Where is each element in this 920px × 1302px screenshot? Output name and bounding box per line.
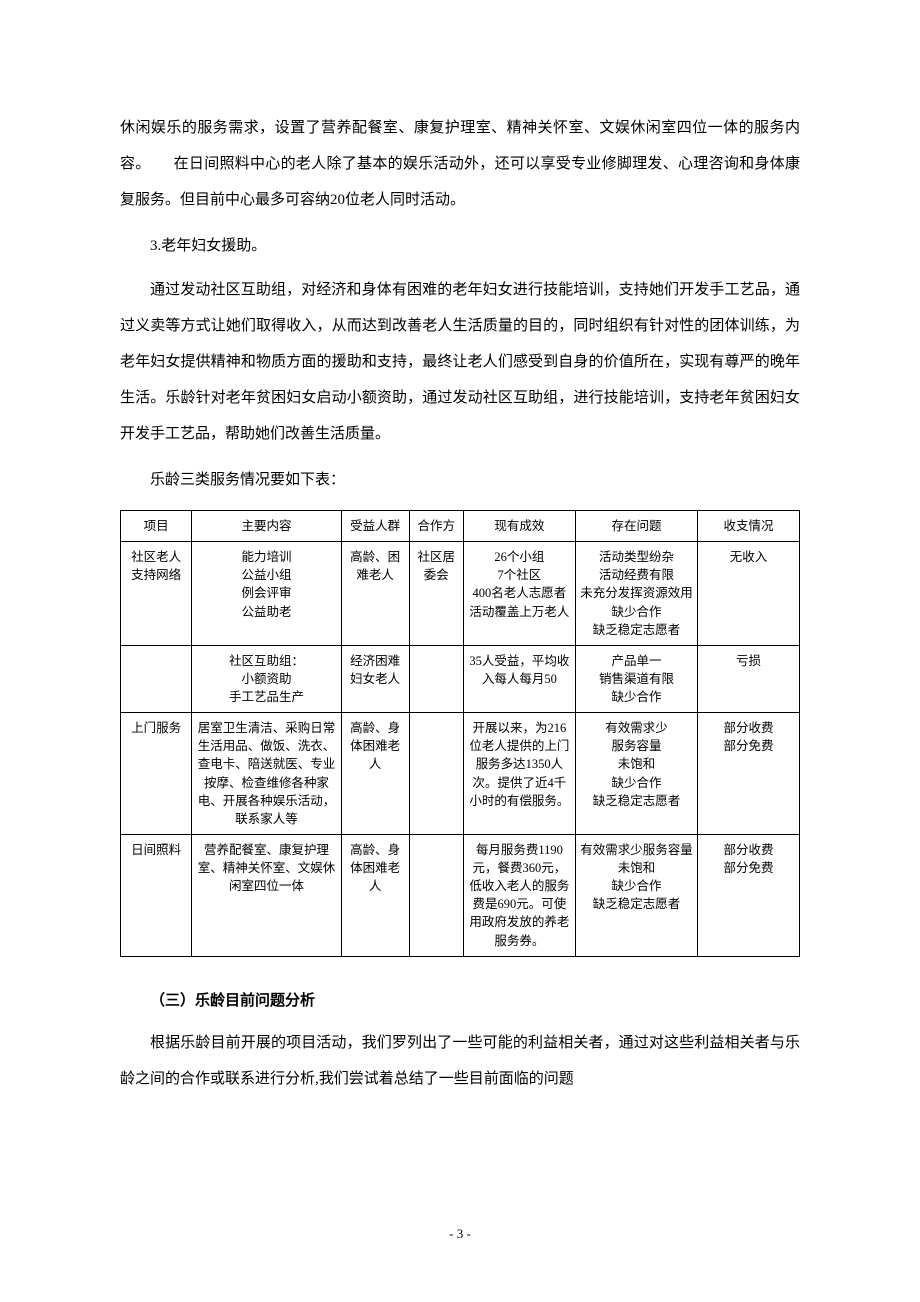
cell: 社区居委会 xyxy=(409,542,463,646)
cell xyxy=(409,834,463,956)
cell: 社区互助组：小额资助手工艺品生产 xyxy=(192,645,341,712)
cell: 亏损 xyxy=(698,645,800,712)
cell: 部分收费部分免费 xyxy=(698,713,800,835)
th-partner: 合作方 xyxy=(409,511,463,542)
cell xyxy=(409,713,463,835)
cell: 35人受益，平均收入每人每月50 xyxy=(463,645,575,712)
th-effect: 现有成效 xyxy=(463,511,575,542)
cell: 26个小组7个社区400名老人志愿者活动覆盖上万老人 xyxy=(463,542,575,646)
table-row: 社区互助组：小额资助手工艺品生产 经济困难妇女老人 35人受益，平均收入每人每月… xyxy=(121,645,800,712)
cell: 高龄、困难老人 xyxy=(341,542,409,646)
paragraph-4: 根据乐龄目前开展的项目活动，我们罗列出了一些可能的利益相关者，通过对这些利益相关… xyxy=(120,1025,800,1097)
cell xyxy=(409,645,463,712)
th-content: 主要内容 xyxy=(192,511,341,542)
th-project: 项目 xyxy=(121,511,192,542)
cell: 社区老人支持网络 xyxy=(121,542,192,646)
cell: 高龄、身体困难老人 xyxy=(341,713,409,835)
section-3-heading: （三）乐龄目前问题分析 xyxy=(120,983,800,1019)
cell: 营养配餐室、康复护理室、精神关怀室、文娱休闲室四位一体 xyxy=(192,834,341,956)
cell: 活动类型纷杂活动经费有限未充分发挥资源效用缺少合作缺乏稳定志愿者 xyxy=(575,542,697,646)
services-table: 项目 主要内容 受益人群 合作方 现有成效 存在问题 收支情况 社区老人支持网络… xyxy=(120,510,800,957)
cell: 能力培训公益小组例会评审公益助老 xyxy=(192,542,341,646)
th-finance: 收支情况 xyxy=(698,511,800,542)
th-beneficiary: 受益人群 xyxy=(341,511,409,542)
cell: 开展以来，为216位老人提供的上门服务多达1350人次。提供了近4千小时的有偿服… xyxy=(463,713,575,835)
page-number: - 3 - xyxy=(0,1226,920,1242)
cell: 有效需求少服务容量未饱和缺少合作缺乏稳定志愿者 xyxy=(575,713,697,835)
paragraph-3: 通过发动社区互助组，对经济和身体有困难的老年妇女进行技能培训，支持她们开发手工艺… xyxy=(120,272,800,452)
paragraph-1: 休闲娱乐的服务需求，设置了营养配餐室、康复护理室、精神关怀室、文娱休闲室四位一体… xyxy=(120,110,800,218)
table-header-row: 项目 主要内容 受益人群 合作方 现有成效 存在问题 收支情况 xyxy=(121,511,800,542)
cell: 有效需求少服务容量未饱和缺少合作缺乏稳定志愿者 xyxy=(575,834,697,956)
cell: 无收入 xyxy=(698,542,800,646)
cell: 居室卫生清洁、采购日常生活用品、做饭、洗衣、查电卡、陪送就医、专业按摩、检查维修… xyxy=(192,713,341,835)
table-caption: 乐龄三类服务情况要如下表： xyxy=(120,462,800,498)
cell xyxy=(121,645,192,712)
cell: 上门服务 xyxy=(121,713,192,835)
cell: 部分收费部分免费 xyxy=(698,834,800,956)
cell: 产品单一销售渠道有限缺少合作 xyxy=(575,645,697,712)
numbered-heading-3: 3.老年妇女援助。 xyxy=(120,228,800,264)
cell: 每月服务费1190元，餐费360元，低收入老人的服务费是690元。可使用政府发放… xyxy=(463,834,575,956)
th-issue: 存在问题 xyxy=(575,511,697,542)
cell: 经济困难妇女老人 xyxy=(341,645,409,712)
cell: 日间照料 xyxy=(121,834,192,956)
table-row: 上门服务 居室卫生清洁、采购日常生活用品、做饭、洗衣、查电卡、陪送就医、专业按摩… xyxy=(121,713,800,835)
cell: 高龄、身体困难老人 xyxy=(341,834,409,956)
table-row: 社区老人支持网络 能力培训公益小组例会评审公益助老 高龄、困难老人 社区居委会 … xyxy=(121,542,800,646)
table-row: 日间照料 营养配餐室、康复护理室、精神关怀室、文娱休闲室四位一体 高龄、身体困难… xyxy=(121,834,800,956)
